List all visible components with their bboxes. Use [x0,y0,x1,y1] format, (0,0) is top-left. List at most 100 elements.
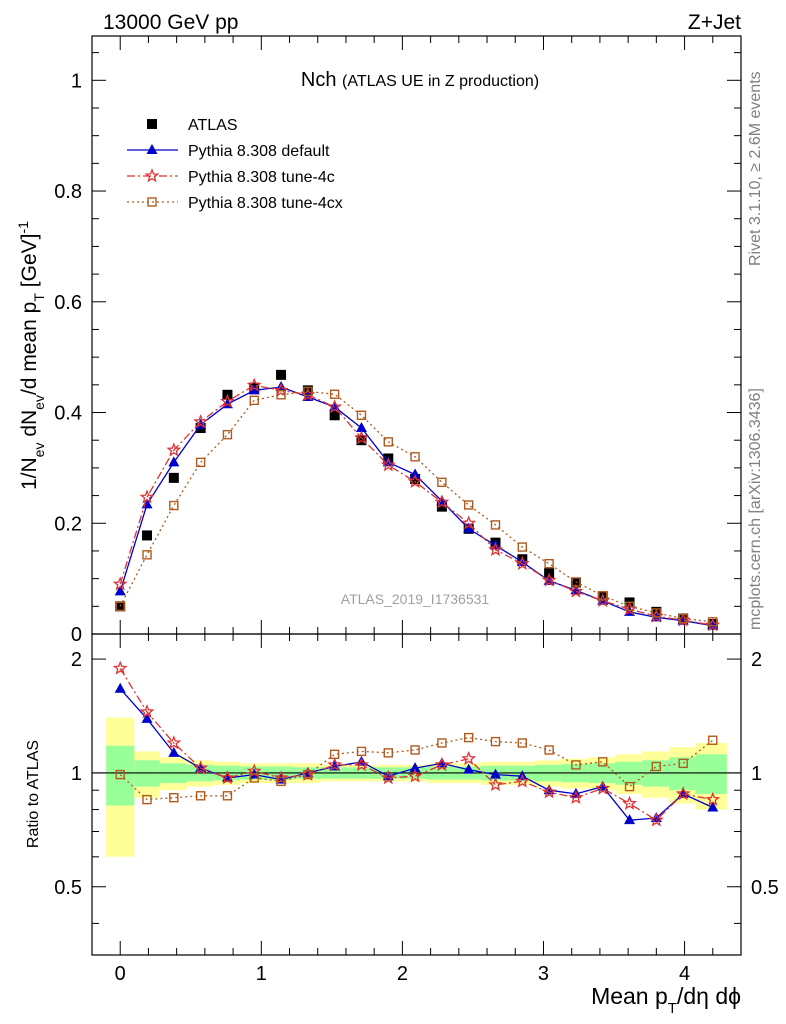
watermark: ATLAS_2019_I1736531 [341,591,490,607]
data-point [168,456,180,467]
y-tick-label: 1 [71,70,82,92]
data-point [708,617,718,627]
y-axis-label-part: [GeV] [18,234,41,294]
data-point [329,410,340,421]
data-point [490,520,501,530]
data-point [355,422,367,433]
data-point [276,369,287,380]
ratio-point [650,811,662,822]
x-tick-label: 0 [115,963,126,985]
legend-item: Pythia 8.308 default [127,143,330,160]
ratio-point [541,784,557,799]
data-point [222,429,233,440]
data-point [544,558,554,569]
ratio-point [303,769,313,780]
ratio-point [112,660,128,675]
ratio-point [624,814,636,825]
x-axis-label-part: T [668,1000,677,1017]
legend-label: Pythia 8.308 default [188,143,330,160]
ratio-point [193,760,209,775]
x-axis-label-part: /dη dϕ [677,983,741,1009]
header-left: 13000 GeV pp [103,11,238,34]
data-point [115,601,125,612]
ratio-point [490,736,501,747]
legend: ATLAS Pythia 8.308 default Pythia 8.308 tu… [127,117,343,212]
ratio-point [544,745,554,755]
data-point [568,583,584,598]
legend-marker [147,119,157,129]
data-point [114,585,126,596]
ratio-point [139,704,155,719]
x-tick-label: 4 [679,963,690,985]
ratio-point [249,773,259,783]
data-point [541,572,557,587]
legend-label: ATLAS [188,117,238,134]
legend-item: Pythia 8.308 tune-4cx [127,195,343,212]
data-point [354,430,369,445]
ratio-point [220,770,235,785]
ratio-panel: 0.5 0.5 1 1 2 2 0 1 2 3 4 Ratio to ATLAS Mean pT/dη … [25,633,779,1017]
ratio-y-tick-label: 1 [71,763,82,785]
y-tick-label: 0.2 [54,513,82,535]
y-axis-label-part: -1 [15,221,31,234]
ratio-y-tick-label-right: 0.5 [751,877,779,899]
y-axis-label-part: ev [31,443,47,458]
ratio-point [169,792,179,803]
ratio-point [409,762,421,773]
data-point [168,472,179,483]
ratio-point [705,791,721,806]
data-point [571,577,581,587]
data-point [248,384,260,395]
data-point [437,477,447,487]
uncertainty-band-inner [669,757,696,791]
data-point [651,608,662,618]
data-point [624,601,635,612]
side-text-bottom: mcplots.cern.ch [arXiv:1306.3436] [747,388,764,630]
data-point [678,613,688,624]
legend-label: Pythia 8.308 tune-4cx [188,195,343,212]
series-pythia-8-308-tune-4cx [115,386,718,627]
legend-marker [147,197,157,207]
ratio-point [383,748,393,758]
data-point [382,456,394,467]
data-point [514,555,530,570]
data-point [220,393,235,408]
ratio-point [571,760,581,770]
ratio-series-pythia-8-308-tune-4c [112,660,721,827]
data-point [461,515,477,530]
ratio-point [675,786,691,801]
chart-subtitle: (ATLAS UE in Z production) [342,73,539,90]
y-tick-label: 0 [71,624,82,646]
data-point [517,542,528,552]
series-line [119,386,713,627]
data-point [329,389,340,399]
data-point [142,550,152,560]
ratio-point [434,757,450,772]
side-text-top: Rivet 3.1.10, ≥ 2.6M events [747,71,764,266]
data-point [276,390,286,400]
y-tick-label: 0.4 [54,403,82,425]
ratio-point [380,770,396,785]
ratio-point [273,770,289,785]
data-point [488,542,503,557]
data-point [142,530,153,541]
ratio-point [568,789,584,804]
x-tick-label: 2 [397,963,408,985]
data-point [464,500,474,510]
ratio-line [119,668,713,822]
ratio-point [622,795,637,810]
data-point [246,377,262,392]
y-tick-label: 0.8 [54,181,82,203]
data-point [112,576,128,591]
y-tick-label: 0.6 [54,292,82,314]
ratio-point [329,749,340,760]
ratio-y-tick-label-right: 1 [751,763,762,785]
series-line [119,390,713,623]
data-point [273,382,289,397]
series-pythia-8-308-tune-4c [112,377,721,632]
ratio-point [517,738,528,748]
ratio-y-tick-label: 0.5 [54,877,82,899]
uncertainty-band-inner [695,754,727,794]
ratio-point [648,812,664,827]
